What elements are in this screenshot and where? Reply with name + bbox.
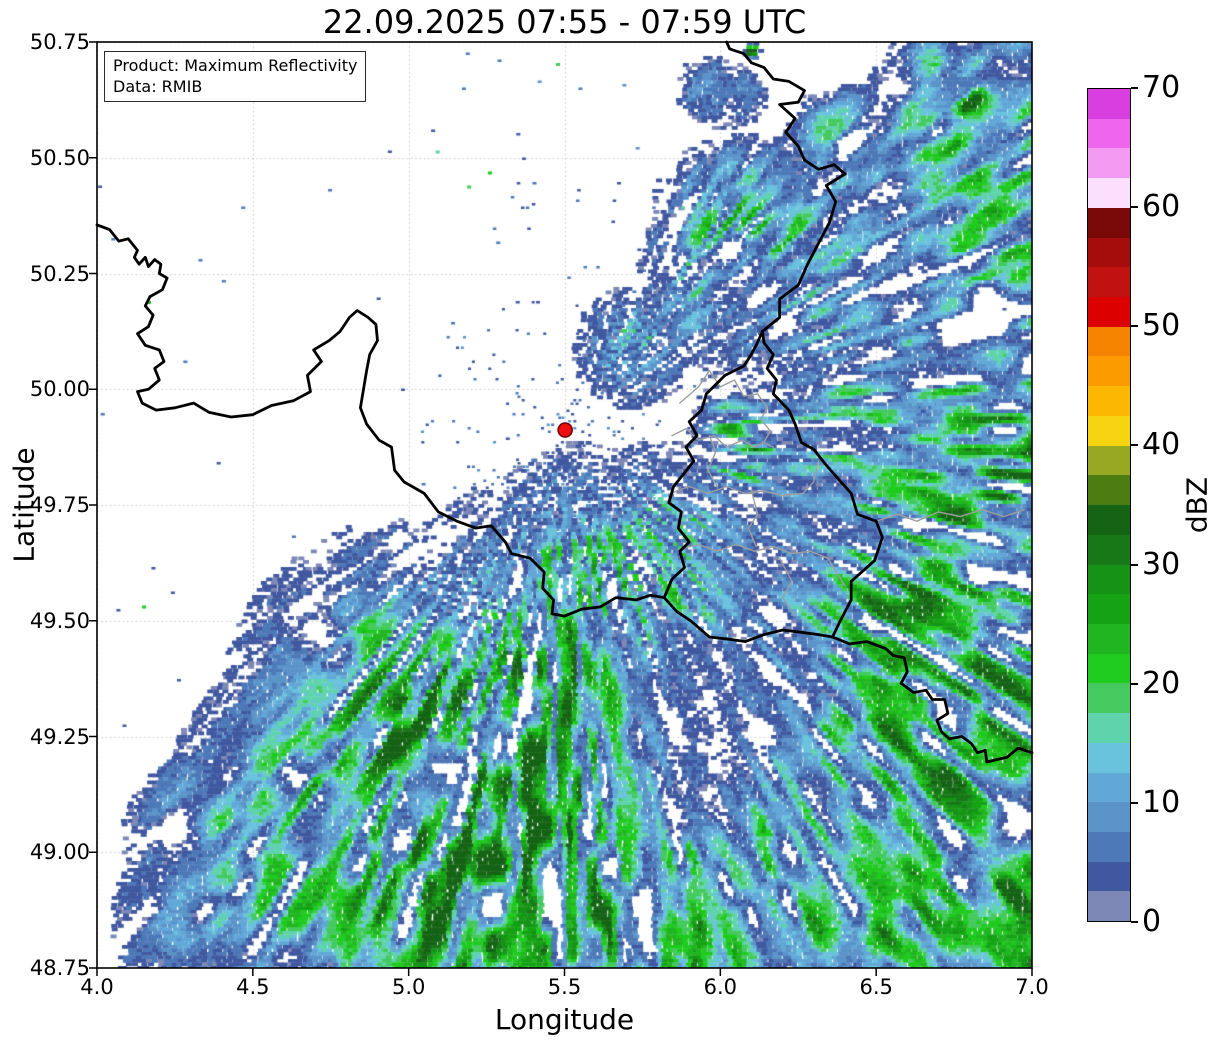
colorbar-tick-label: 70: [1142, 70, 1181, 105]
colorbar-band: [1088, 475, 1130, 506]
colorbar-band: [1088, 148, 1130, 179]
colorbar-band: [1088, 831, 1130, 862]
colorbar-tick-label: 0: [1142, 904, 1162, 939]
y-tick-label: 50.50: [29, 145, 90, 170]
colorbar-tick: [1131, 206, 1138, 209]
colorbar-label: dBZ: [1180, 476, 1214, 534]
colorbar-band: [1088, 653, 1130, 684]
colorbar-tick: [1131, 563, 1138, 566]
colorbar-band: [1088, 118, 1130, 149]
y-tick-label: 49.25: [29, 724, 90, 749]
x-tick-label: 5.0: [391, 975, 426, 999]
x-tick-label: 5.5: [547, 975, 582, 999]
colorbar-tick: [1131, 801, 1138, 804]
colorbar-band: [1088, 297, 1130, 327]
colorbar-band: [1088, 891, 1130, 922]
y-tick-label: 49.75: [29, 493, 90, 517]
colorbar-band: [1088, 861, 1130, 892]
y-axis-label: Latitude: [7, 447, 41, 563]
x-tick-label: 4.0: [80, 975, 114, 999]
y-tick-label: 50.25: [29, 261, 90, 286]
colorbar-band: [1088, 564, 1130, 595]
y-tick-label: 49.50: [29, 608, 90, 633]
y-tick-label: 49.00: [29, 840, 90, 865]
x-axis-label: Longitude: [494, 1003, 635, 1036]
colorbar-tick-label: 50: [1142, 308, 1181, 344]
colorbar-band: [1088, 594, 1130, 624]
colorbar-band: [1088, 772, 1130, 803]
colorbar-band: [1088, 713, 1130, 743]
x-tick-label: 7.0: [1015, 975, 1049, 999]
colorbar-band: [1088, 207, 1130, 238]
colorbar-tick: [1131, 87, 1138, 89]
colorbar-tick: [1131, 444, 1138, 447]
colorbar-tick-label: 40: [1142, 427, 1181, 463]
colorbar-band: [1088, 356, 1130, 387]
colorbar-band: [1088, 178, 1130, 208]
colorbar-tick-label: 20: [1142, 665, 1181, 701]
colorbar: [1087, 88, 1131, 922]
colorbar-tick: [1131, 325, 1138, 328]
x-tick-label: 6.0: [703, 975, 738, 999]
x-tick-label: 4.5: [236, 975, 270, 999]
plot-title: 22.09.2025 07:55 - 07:59 UTC: [322, 3, 807, 41]
colorbar-band: [1088, 802, 1130, 832]
data-source-line: Data: RMIB: [113, 77, 203, 96]
colorbar-tick-label: 30: [1142, 546, 1181, 582]
colorbar-tick-label: 10: [1142, 784, 1181, 820]
radar-canvas: [97, 42, 1032, 968]
y-tick-label: 50.75: [29, 30, 90, 54]
colorbar-band: [1088, 505, 1130, 535]
colorbar-band: [1088, 237, 1130, 268]
colorbar-band: [1088, 415, 1130, 446]
colorbar-band: [1088, 683, 1130, 714]
colorbar-band: [1088, 386, 1130, 416]
product-line: Product: Maximum Reflectivity: [113, 56, 358, 75]
colorbar-band: [1088, 267, 1130, 298]
colorbar-band: [1088, 326, 1130, 357]
colorbar-band: [1088, 89, 1130, 119]
y-tick-label: 50.00: [29, 377, 90, 402]
colorbar-tick: [1131, 682, 1138, 685]
colorbar-tick: [1131, 921, 1138, 923]
colorbar-band: [1088, 623, 1130, 654]
annotation-box: Product: Maximum Reflectivity Data: RMIB: [104, 51, 367, 102]
colorbar-tick-label: 60: [1142, 189, 1181, 225]
y-tick-label: 48.75: [29, 956, 90, 980]
colorbar-band: [1088, 742, 1130, 773]
x-tick-label: 6.5: [859, 975, 893, 999]
colorbar-band: [1088, 534, 1130, 565]
colorbar-band: [1088, 445, 1130, 476]
